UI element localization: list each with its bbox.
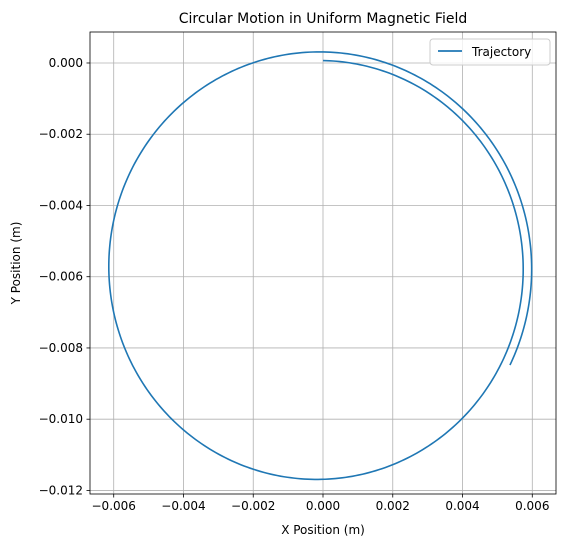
y-tick-label: −0.010 <box>39 412 83 426</box>
chart-title: Circular Motion in Uniform Magnetic Fiel… <box>179 11 467 27</box>
y-tick-label: −0.008 <box>39 341 83 355</box>
legend-box <box>429 38 551 66</box>
y-tick-label: −0.004 <box>39 198 83 212</box>
y-tick-label: −0.002 <box>39 127 83 141</box>
x-axis-label: X Position (m) <box>281 523 365 537</box>
y-axis-label: Y Position (m) <box>9 222 23 306</box>
x-axis-ticks: −0.006 −0.004 −0.002 0.000 0.002 0.004 0.006 <box>92 494 549 513</box>
x-tick-label: 0.004 <box>445 499 479 513</box>
series-line-trajectory <box>108 51 533 481</box>
y-tick-label: −0.012 <box>39 483 83 497</box>
legend: Trajectory <box>429 38 551 66</box>
y-axis-ticks: 0.000 −0.002 −0.004 −0.006 −0.008 −0.010 −0.01… <box>39 56 90 497</box>
legend-label-trajectory: Trajectory <box>471 45 531 59</box>
x-tick-label: −0.002 <box>231 499 275 513</box>
y-tick-label: −0.006 <box>39 270 83 284</box>
x-tick-label: −0.004 <box>161 499 205 513</box>
trajectory-layer <box>108 51 533 481</box>
x-tick-label: 0.006 <box>515 499 549 513</box>
x-tick-label: 0.002 <box>376 499 410 513</box>
y-tick-label: 0.000 <box>49 56 83 70</box>
x-tick-label: −0.006 <box>92 499 136 513</box>
x-tick-label: 0.000 <box>306 499 340 513</box>
